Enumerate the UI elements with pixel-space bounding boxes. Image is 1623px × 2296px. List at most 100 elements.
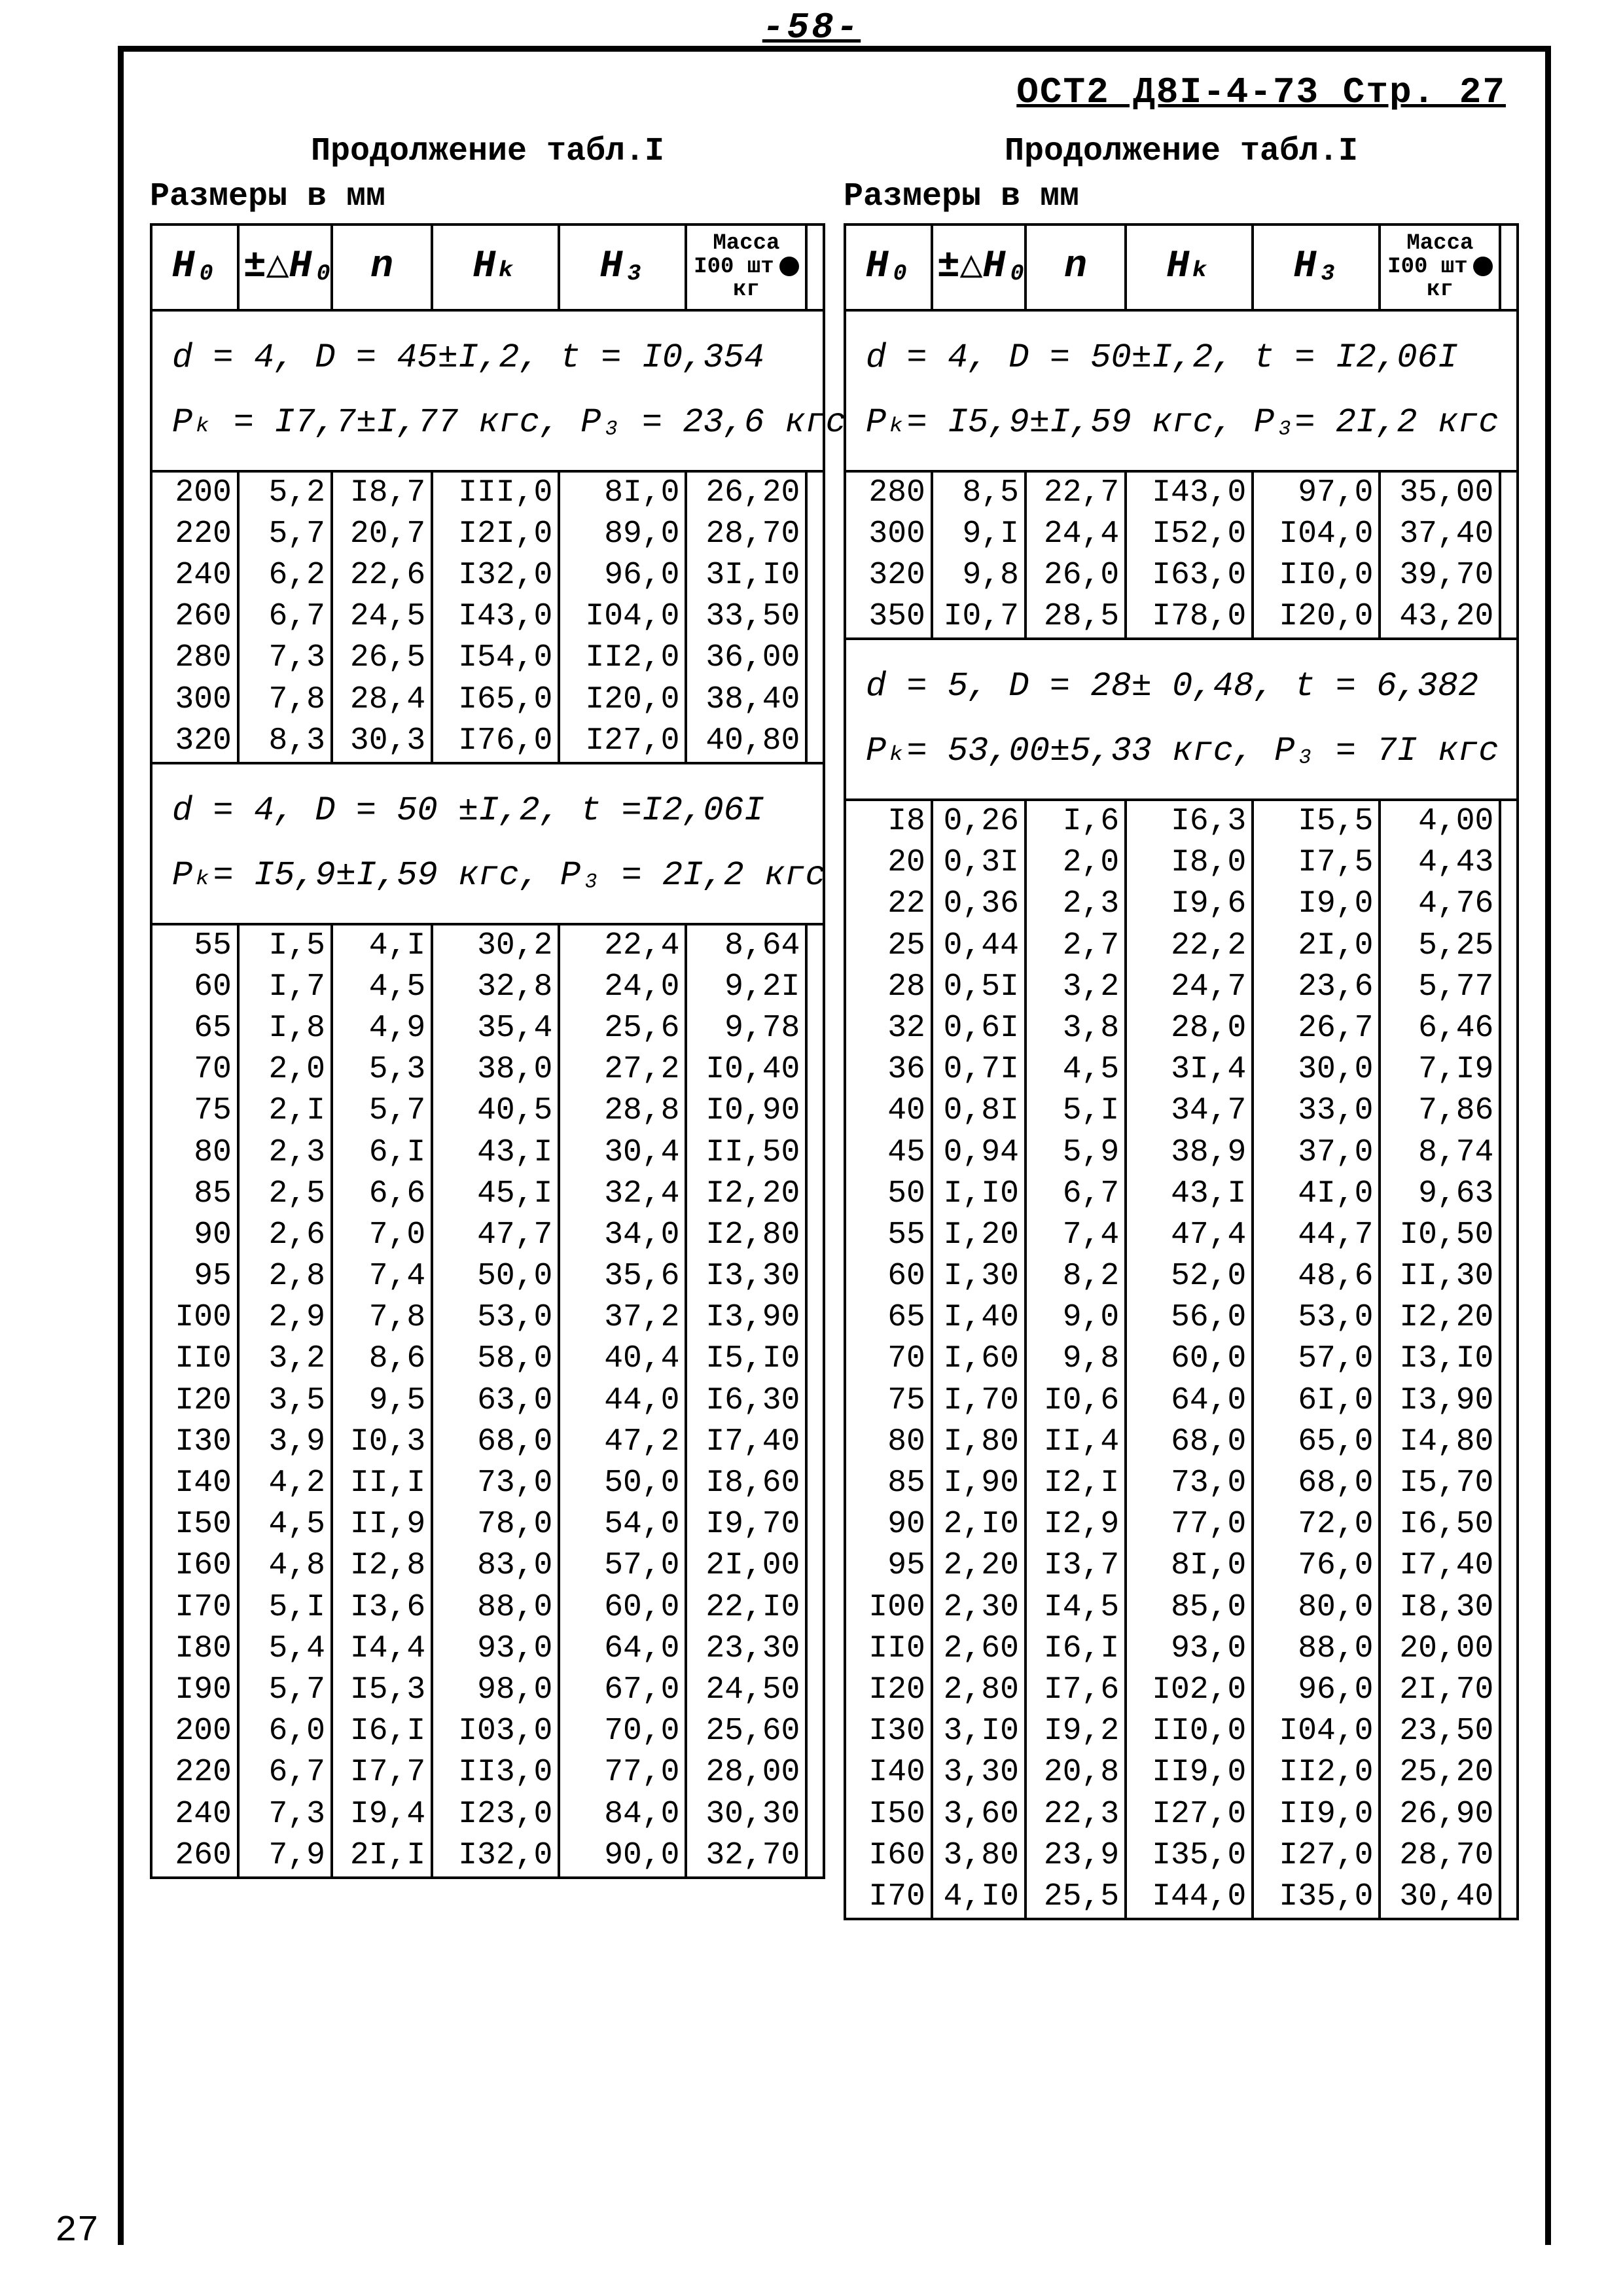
cell: 52,0 xyxy=(1126,1256,1253,1297)
table-row: 65I,84,935,425,69,78 xyxy=(151,1008,824,1049)
table-row: 702,05,338,027,2I0,40 xyxy=(151,1049,824,1090)
cell: 35,00 xyxy=(1380,471,1500,514)
cell: 45,I xyxy=(432,1174,559,1215)
cell: 26,5 xyxy=(332,637,432,679)
col-h3: H₃ xyxy=(559,224,686,310)
cell: 22,I0 xyxy=(686,1587,806,1628)
table-row: I403,3020,8II9,0II2,025,20 xyxy=(845,1752,1518,1793)
cell: 73,0 xyxy=(1126,1463,1253,1504)
cell-spacer xyxy=(1500,1338,1518,1380)
cell: 7,8 xyxy=(238,679,332,721)
cell-spacer xyxy=(1500,1711,1518,1752)
table-row: 70I,609,860,057,0I3,I0 xyxy=(845,1338,1518,1380)
col-mass: Масса I00 шт кг xyxy=(1380,224,1500,310)
cell: 300 xyxy=(845,514,932,555)
cell-spacer xyxy=(1500,1380,1518,1422)
cell-spacer xyxy=(1500,1876,1518,1919)
cell: 5,7 xyxy=(238,514,332,555)
cell: 3I,4 xyxy=(1126,1049,1253,1090)
cell: 96,0 xyxy=(1253,1670,1380,1711)
cell: I7,40 xyxy=(1380,1545,1500,1587)
cell: 5,3 xyxy=(332,1049,432,1090)
cell: 88,0 xyxy=(1253,1628,1380,1670)
table-row: I905,7I5,398,067,024,50 xyxy=(151,1670,824,1711)
cell: 37,0 xyxy=(1253,1132,1380,1174)
cell: 2I,70 xyxy=(1380,1670,1500,1711)
table-row: 3208,330,3I76,0I27,040,80 xyxy=(151,721,824,763)
table-row: I002,97,853,037,2I3,90 xyxy=(151,1297,824,1338)
cell: 64,0 xyxy=(559,1628,686,1670)
cell: 23,50 xyxy=(1380,1711,1500,1752)
table-row: I303,I0I9,2II0,0I04,023,50 xyxy=(845,1711,1518,1752)
cell: 93,0 xyxy=(1126,1628,1253,1670)
cell: 24,0 xyxy=(559,967,686,1008)
table-row: I704,I025,5I44,0I35,030,40 xyxy=(845,1876,1518,1919)
cell: I7,5 xyxy=(1253,842,1380,884)
cell: I,8 xyxy=(238,1008,332,1049)
cell: 84,0 xyxy=(559,1794,686,1835)
cell: I30 xyxy=(151,1422,238,1463)
cell: I7,40 xyxy=(686,1422,806,1463)
cell-spacer xyxy=(1500,1752,1518,1793)
cell: 3,30 xyxy=(932,1752,1026,1793)
cell: I60 xyxy=(151,1545,238,1587)
cell-spacer xyxy=(1500,1463,1518,1504)
cell: 24,50 xyxy=(686,1670,806,1711)
cell: 75 xyxy=(151,1090,238,1132)
cell: I0,90 xyxy=(686,1090,806,1132)
table-row: 85I,90I2,I73,068,0I5,70 xyxy=(845,1463,1518,1504)
cell: 50 xyxy=(845,1174,932,1215)
cell-spacer xyxy=(1500,1215,1518,1256)
cell: 32,4 xyxy=(559,1174,686,1215)
cell-spacer xyxy=(1500,884,1518,925)
col-h0: H₀ xyxy=(151,224,238,310)
dot-icon xyxy=(1473,257,1493,276)
cell-spacer xyxy=(806,1297,824,1338)
cell: 25,20 xyxy=(1380,1752,1500,1793)
cell: 200 xyxy=(151,1711,238,1752)
table-row: 200,3I2,0I8,0I7,54,43 xyxy=(845,842,1518,884)
cell: 95 xyxy=(151,1256,238,1297)
cell: 280 xyxy=(845,471,932,514)
cell: 2,3 xyxy=(1026,884,1126,925)
table-row: 2006,0I6,II03,070,025,60 xyxy=(151,1711,824,1752)
table-row: 360,7I4,53I,430,07,I9 xyxy=(845,1049,1518,1090)
cell: 5,4 xyxy=(238,1628,332,1670)
cell: I65,0 xyxy=(432,679,559,721)
cell: 8I,0 xyxy=(1126,1545,1253,1587)
cell: 40,80 xyxy=(686,721,806,763)
table-row: 2206,7I7,7II3,077,028,00 xyxy=(151,1752,824,1793)
cell-spacer xyxy=(806,1049,824,1090)
cell-spacer xyxy=(1500,1090,1518,1132)
cell: I,30 xyxy=(932,1256,1026,1297)
cell: I52,0 xyxy=(1126,514,1253,555)
cell: I4,4 xyxy=(332,1628,432,1670)
cell: II3,0 xyxy=(432,1752,559,1793)
cell: 28,70 xyxy=(686,514,806,555)
cell: 2,5 xyxy=(238,1174,332,1215)
table-row: 952,20I3,78I,076,0I7,40 xyxy=(845,1545,1518,1587)
cell: 53,0 xyxy=(432,1297,559,1338)
table-right: H₀ ±△H₀ n Hₖ H₃ Масса I00 шт кг xyxy=(844,223,1519,1920)
cell: 70 xyxy=(151,1049,238,1090)
table-row: 65I,409,056,053,0I2,20 xyxy=(845,1297,1518,1338)
cell: 9,63 xyxy=(1380,1174,1500,1215)
cell: I03,0 xyxy=(432,1711,559,1752)
cell: I0,7 xyxy=(932,596,1026,639)
cell: 25 xyxy=(845,925,932,967)
cell: I0,50 xyxy=(1380,1215,1500,1256)
cell: 85 xyxy=(151,1174,238,1215)
cell: I6,3 xyxy=(1126,800,1253,842)
cell: 9,8 xyxy=(1026,1338,1126,1380)
cell: 5,I xyxy=(238,1587,332,1628)
cell: II,30 xyxy=(1380,1256,1500,1297)
table-row: 75I,70I0,664,06I,0I3,90 xyxy=(845,1380,1518,1422)
table-row: 50I,I06,743,I4I,09,63 xyxy=(845,1174,1518,1215)
cell: I40 xyxy=(845,1752,932,1793)
cell: 9,78 xyxy=(686,1008,806,1049)
cell: 28,4 xyxy=(332,679,432,721)
cell-spacer xyxy=(1500,1049,1518,1090)
cell: 4,43 xyxy=(1380,842,1500,884)
table-row: I404,2II,I73,050,0I8,60 xyxy=(151,1463,824,1504)
cell: I2,9 xyxy=(1026,1504,1126,1545)
